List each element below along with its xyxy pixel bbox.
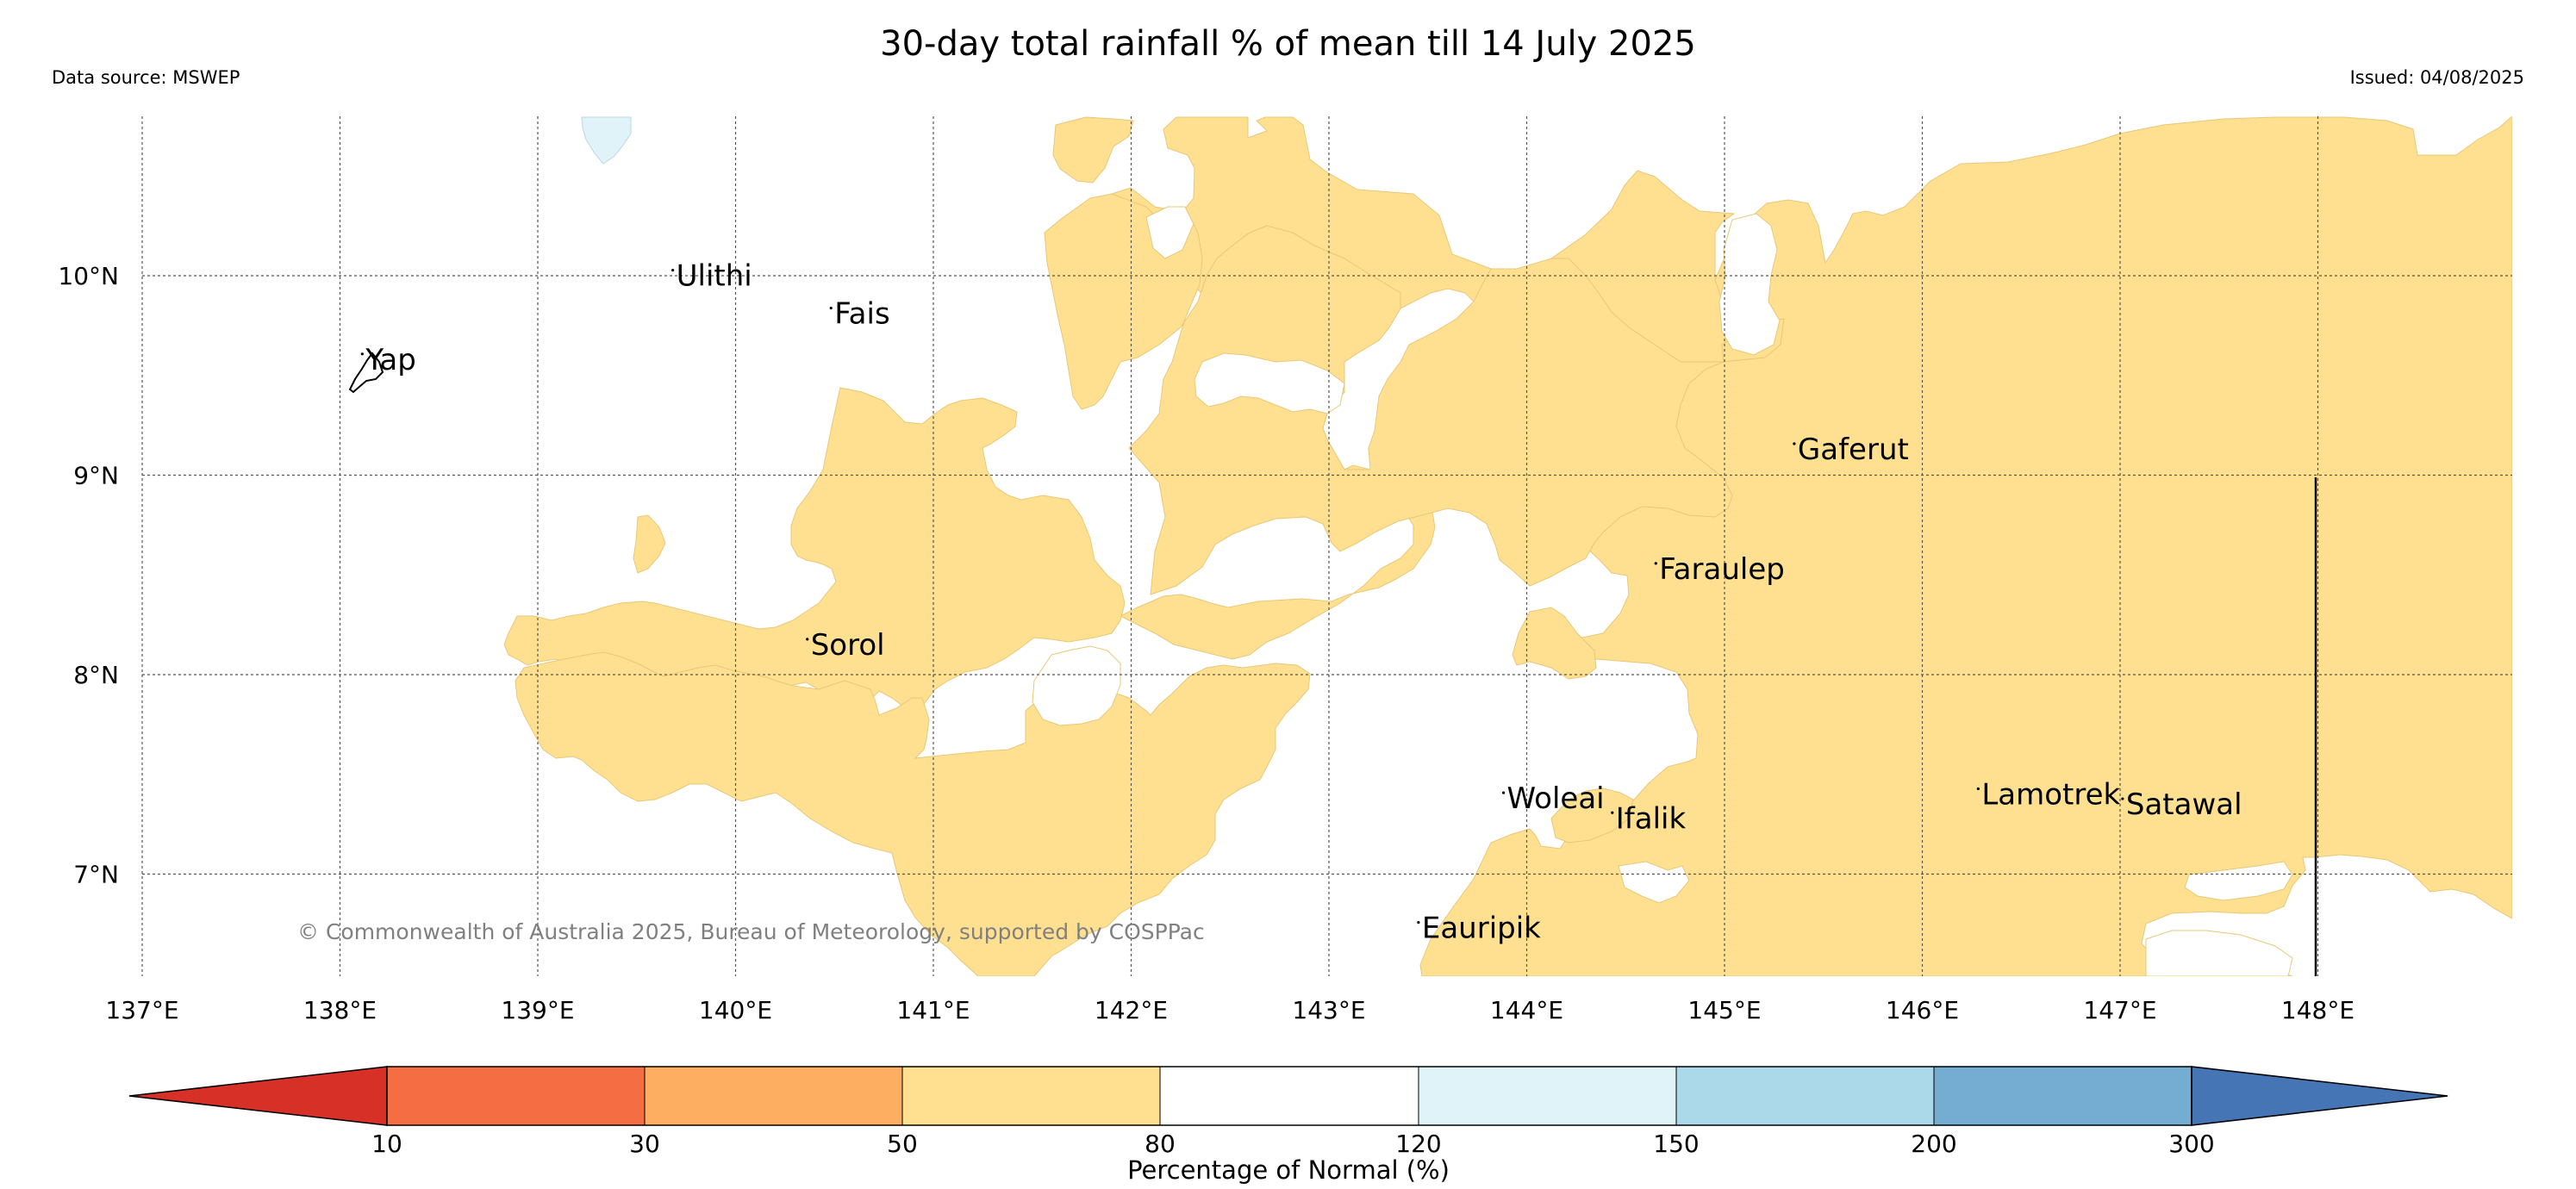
place-marker bbox=[1793, 442, 1796, 445]
place-marker bbox=[1417, 920, 1420, 924]
place-labels: Yap Ulithi Fais Gaferut Faraulep Sorol Woleai I… bbox=[360, 259, 2242, 946]
y-tick-label: 9°N bbox=[73, 462, 119, 490]
x-tick-label: 144°E bbox=[1490, 996, 1563, 1024]
place-marker bbox=[1501, 791, 1506, 794]
x-tick-label: 147°E bbox=[2083, 996, 2156, 1024]
place-label: Yap bbox=[365, 343, 416, 377]
place-marker bbox=[2121, 797, 2124, 800]
place-marker bbox=[1654, 562, 1657, 565]
colorbar-tick-label: 50 bbox=[887, 1130, 918, 1158]
x-tick-label: 145°E bbox=[1687, 996, 1761, 1024]
place-marker bbox=[360, 352, 364, 356]
rainfall-region-neutral bbox=[1618, 861, 1690, 904]
colorbar-segment bbox=[1676, 1067, 1934, 1125]
place-marker bbox=[806, 638, 809, 641]
rainfall-region-50-80 bbox=[1550, 787, 1634, 844]
colorbar-segment bbox=[1160, 1067, 1419, 1125]
copyright-notice: © Commonwealth of Australia 2025, Bureau… bbox=[297, 919, 1205, 944]
colorbar-tick-label: 80 bbox=[1145, 1130, 1176, 1158]
data-source-label: Data source: MSWEP bbox=[52, 67, 240, 88]
colorbar-tick-label: 120 bbox=[1395, 1130, 1441, 1158]
colorbar-tick-label: 300 bbox=[2168, 1130, 2214, 1158]
rainfall-region-neutral bbox=[2184, 861, 2293, 901]
issued-date-label: Issued: 04/08/2025 bbox=[2349, 67, 2524, 88]
colorbar-segment bbox=[1934, 1067, 2192, 1125]
place-label: Ulithi bbox=[677, 259, 752, 294]
rainfall-region-50-80 bbox=[633, 514, 666, 574]
place-label: Faraulep bbox=[1659, 552, 1785, 587]
colorbar-label: Percentage of Normal (%) bbox=[1127, 1155, 1450, 1185]
rainfall-region-neutral bbox=[2145, 930, 2293, 976]
colorbar-segment bbox=[387, 1067, 645, 1125]
x-tick-label: 140°E bbox=[699, 996, 772, 1024]
rainfall-region-neutral bbox=[1194, 352, 1345, 414]
place-label: Lamotrek bbox=[1981, 777, 2120, 812]
colorbar-tick-label: 200 bbox=[1911, 1130, 1956, 1158]
x-tick-label: 146°E bbox=[1886, 996, 1959, 1024]
colorbar-tick-label: 150 bbox=[1653, 1130, 1699, 1158]
colorbar-outline bbox=[386, 1066, 2192, 1126]
y-tick-label: 7°N bbox=[73, 861, 119, 889]
x-tick-label: 137°E bbox=[105, 996, 178, 1024]
colorbar: 10 30 50 80 120 150 200 300 Percentage of Norma… bbox=[128, 1066, 2448, 1185]
colorbar-segment bbox=[645, 1067, 902, 1125]
place-label: Sorol bbox=[811, 628, 885, 663]
place-label: Woleai bbox=[1507, 781, 1605, 816]
x-tick-label: 143°E bbox=[1292, 996, 1365, 1024]
rainfall-region-50-80 bbox=[1044, 193, 1733, 595]
place-label: Satawal bbox=[2126, 787, 2242, 822]
yap-island-outline bbox=[348, 352, 384, 394]
rainfall-fill-layer bbox=[503, 116, 2512, 976]
colorbar-segment bbox=[1419, 1067, 1676, 1125]
place-marker bbox=[671, 268, 675, 272]
rainfall-region-neutral bbox=[1718, 213, 1781, 356]
map-title: 30-day total rainfall % of mean till 14 … bbox=[880, 24, 1696, 64]
rainfall-region-150-200 bbox=[581, 116, 632, 165]
place-label: Ifalik bbox=[1616, 801, 1687, 836]
rainfall-region-50-80 bbox=[1052, 116, 2512, 976]
map-gridlines bbox=[141, 116, 2512, 976]
place-label: Gaferut bbox=[1798, 433, 1909, 467]
x-tick-label: 141°E bbox=[896, 996, 970, 1024]
place-marker bbox=[1611, 811, 1614, 814]
x-tick-label: 139°E bbox=[501, 996, 574, 1024]
colorbar-tick-label: 10 bbox=[371, 1130, 402, 1158]
colorbar-ticks: 10 30 50 80 120 150 200 300 bbox=[371, 1130, 2215, 1158]
x-axis-ticks: 137°E 138°E 139°E 140°E 141°E 142°E 143°E 144°E… bbox=[105, 996, 2355, 1024]
y-tick-label: 10°N bbox=[58, 262, 119, 290]
place-label: Fais bbox=[834, 297, 889, 332]
rainfall-region-neutral bbox=[1145, 206, 1194, 259]
x-tick-label: 142°E bbox=[1095, 996, 1168, 1024]
colorbar-segment bbox=[902, 1067, 1160, 1125]
place-marker bbox=[1976, 787, 1980, 791]
x-tick-label: 148°E bbox=[2281, 996, 2355, 1024]
colorbar-segment-low-extend bbox=[128, 1066, 388, 1126]
place-marker bbox=[829, 306, 833, 310]
rainfall-region-50-80 bbox=[515, 651, 1311, 976]
place-label: Eauripik bbox=[1422, 912, 1541, 946]
colorbar-segment-high-extend bbox=[2191, 1066, 2448, 1126]
rainfall-region-50-80 bbox=[1512, 607, 1597, 680]
y-tick-label: 8°N bbox=[73, 661, 119, 689]
rainfall-region-neutral bbox=[1032, 645, 1121, 726]
y-axis-ticks: 10°N 9°N 8°N 7°N bbox=[58, 262, 119, 889]
x-tick-label: 138°E bbox=[303, 996, 377, 1024]
colorbar-tick-label: 30 bbox=[629, 1130, 660, 1158]
